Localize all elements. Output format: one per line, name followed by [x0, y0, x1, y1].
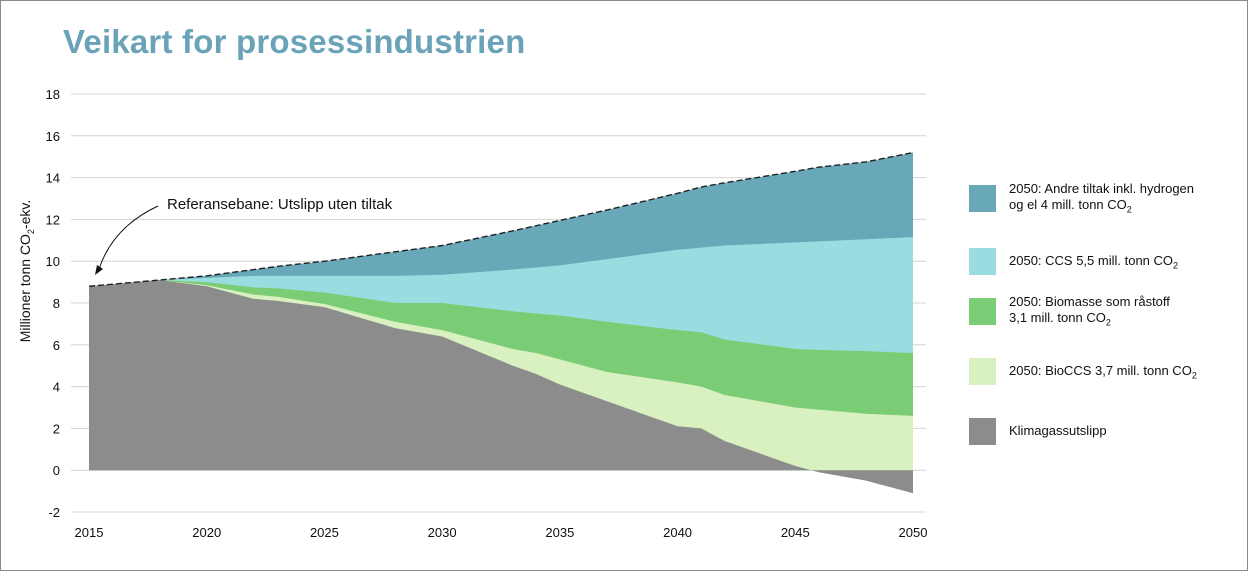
legend-label: 2050: CCS 5,5 mill. tonn CO2	[1009, 253, 1241, 274]
legend-label-line2: og el 4 mill. tonn CO	[1009, 197, 1127, 212]
legend-swatch	[969, 358, 996, 385]
annotation-arrowhead	[95, 265, 103, 275]
x-tick-label: 2015	[75, 525, 104, 540]
legend-item: 2050: BioCCS 3,7 mill. tonn CO2	[969, 354, 1239, 394]
y-tick-label: 8	[53, 296, 60, 311]
legend-label-subscript: 2	[1191, 370, 1197, 381]
legend-item: 2050: CCS 5,5 mill. tonn CO2	[969, 244, 1239, 284]
legend-swatch	[969, 248, 996, 275]
legend-label-subscript: 2	[1173, 260, 1179, 271]
y-tick-label: 16	[46, 129, 60, 144]
legend-item: 2050: Biomasse som råstoff 3,1 mill. tonn…	[969, 294, 1239, 334]
legend-label: Klimagassutslipp	[1009, 423, 1241, 439]
x-tick-label: 2040	[663, 525, 692, 540]
reference-dashed-line	[88, 151, 914, 287]
legend-label-line1: 2050: Biomasse som råstoff	[1009, 294, 1170, 309]
area-layer	[89, 152, 913, 494]
y-tick-label: -2	[48, 505, 60, 520]
legend-label: 2050: BioCCS 3,7 mill. tonn CO2	[1009, 363, 1241, 384]
y-tick-label: 0	[53, 463, 60, 478]
tick-labels: 18 16 14 12 10 8 6 4 2 0 -2 2015 2020 2025 2030 2035 204…	[46, 87, 928, 540]
legend-label-subscript: 2	[1126, 204, 1132, 215]
y-tick-label: 4	[53, 380, 60, 395]
legend-item: Klimagassutslipp	[969, 414, 1239, 454]
x-tick-label: 2020	[192, 525, 221, 540]
x-tick-label: 2035	[545, 525, 574, 540]
reference-line-layer	[88, 151, 914, 287]
legend-swatch	[969, 298, 996, 325]
y-tick-label: 2	[53, 421, 60, 436]
x-tick-label: 2050	[899, 525, 928, 540]
x-tick-label: 2030	[428, 525, 457, 540]
legend-item: 2050: Andre tiltak inkl. hydrogen og el 4…	[969, 181, 1239, 221]
legend-label: 2050: Biomasse som råstoff 3,1 mill. tonn…	[1009, 294, 1241, 331]
y-tick-label: 14	[46, 171, 60, 186]
legend-label-line2: 3,1 mill. tonn CO	[1009, 310, 1106, 325]
legend-label-line1: Klimagassutslipp	[1009, 423, 1107, 438]
y-tick-label: 18	[46, 87, 60, 102]
legend-swatch	[969, 185, 996, 212]
y-tick-label: 10	[46, 254, 60, 269]
legend-label-line1: 2050: BioCCS 3,7 mill. tonn CO	[1009, 363, 1192, 378]
annotation-label: Referansebane: Utslipp uten tiltak	[167, 196, 393, 213]
legend-label: 2050: Andre tiltak inkl. hydrogen og el 4…	[1009, 181, 1241, 218]
y-axis-label: Millioner tonn CO2-ekv.	[17, 200, 36, 342]
legend-label-line1: 2050: CCS 5,5 mill. tonn CO	[1009, 253, 1174, 268]
legend-label-line1: 2050: Andre tiltak inkl. hydrogen	[1009, 181, 1195, 196]
annotation-group: Referansebane: Utslipp uten tiltak	[95, 196, 393, 275]
legend-swatch	[969, 418, 996, 445]
x-tick-label: 2025	[310, 525, 339, 540]
area-klimagassutslipp	[89, 280, 913, 494]
annotation-arrow	[98, 205, 159, 270]
legend-label-subscript: 2	[1105, 317, 1111, 328]
y-axis-label-group: Millioner tonn CO2-ekv.	[17, 200, 36, 342]
y-tick-label: 12	[46, 212, 60, 227]
x-tick-label: 2045	[781, 525, 810, 540]
chart-title: Veikart for prosessindustrien	[63, 23, 526, 60]
y-tick-label: 6	[53, 338, 60, 353]
